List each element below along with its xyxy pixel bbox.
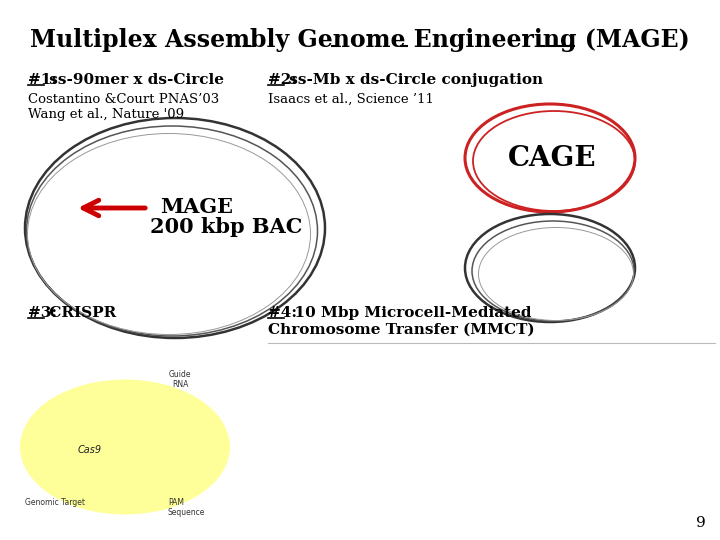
Text: #4:: #4: — [268, 306, 297, 320]
Text: 200 kbp BAC: 200 kbp BAC — [150, 217, 302, 237]
Text: Guide
RNA: Guide RNA — [168, 370, 192, 389]
Text: 10 Mbp Microcell-Mediated: 10 Mbp Microcell-Mediated — [284, 306, 531, 320]
Text: Isaacs et al., Science ’11: Isaacs et al., Science ’11 — [268, 93, 434, 106]
Text: ss-90mer x ds-Circle: ss-90mer x ds-Circle — [44, 73, 224, 87]
Text: 9: 9 — [696, 516, 706, 530]
Text: Chromosome Transfer (MMCT): Chromosome Transfer (MMCT) — [268, 323, 535, 337]
Text: #2:: #2: — [268, 73, 297, 87]
Text: PAM
Sequence: PAM Sequence — [168, 498, 205, 517]
Text: MAGE: MAGE — [160, 197, 233, 217]
Text: Costantino &Court PNAS’03: Costantino &Court PNAS’03 — [28, 93, 220, 106]
Text: Multiplex Assembly Genome Engineering (MAGE): Multiplex Assembly Genome Engineering (M… — [30, 28, 690, 52]
Text: Genomic Target: Genomic Target — [25, 498, 85, 507]
Text: CAGE: CAGE — [508, 145, 596, 172]
Text: #1:: #1: — [28, 73, 57, 87]
Text: Cas9: Cas9 — [78, 445, 102, 455]
Text: ss-Mb x ds-Circle conjugation: ss-Mb x ds-Circle conjugation — [284, 73, 543, 87]
Ellipse shape — [20, 380, 230, 515]
Text: CRISPR: CRISPR — [44, 306, 116, 320]
Text: Wang et al., Nature '09: Wang et al., Nature '09 — [28, 108, 184, 121]
Text: #3:: #3: — [28, 306, 57, 320]
